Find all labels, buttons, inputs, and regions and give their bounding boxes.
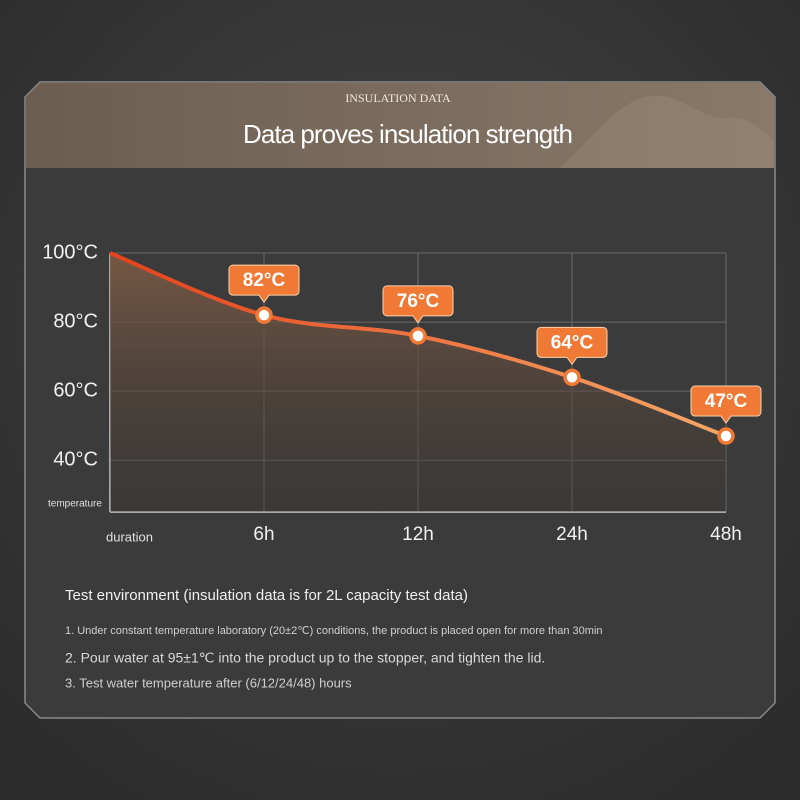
notes-title: Test environment (insulation data is for… — [65, 587, 468, 604]
note-item: 1. Under constant temperature laboratory… — [65, 625, 603, 637]
label-bubble — [536, 326, 608, 366]
header-band — [26, 83, 774, 168]
note-item: 3. Test water temperature after (6/12/24… — [65, 675, 352, 690]
y-tick-label: 60°C — [53, 379, 98, 401]
x-axis-label: duration — [106, 529, 153, 544]
mountain-decoration — [560, 95, 774, 168]
x-tick-label: 48h — [710, 524, 742, 545]
label-bubble — [382, 285, 454, 324]
y-axis-label: temperature — [48, 499, 102, 510]
value-label: 47°C — [705, 391, 748, 412]
x-tick-label: 12h — [402, 524, 434, 545]
plot: 100°C 80°C 60°C 40°C 6h 12h 24h 48h 82°C 76°C 64°C… — [42, 241, 762, 545]
header-title: Data proves insulation strength — [243, 119, 573, 149]
value-label: 82°C — [243, 270, 286, 291]
y-tick-label: 40°C — [53, 448, 98, 470]
eyebrow: INSULATION DATA — [345, 91, 451, 105]
value-label: 76°C — [397, 291, 440, 312]
label-bubble — [228, 264, 300, 304]
point — [717, 427, 735, 445]
x-tick-label: 24h — [556, 524, 588, 545]
note-item: 2. Pour water at 95±1℃ into the product … — [65, 650, 545, 666]
y-tick-label: 100°C — [42, 241, 98, 263]
label-bubble — [690, 385, 762, 424]
point — [409, 327, 427, 345]
x-tick-label: 6h — [253, 524, 274, 545]
point — [255, 306, 273, 324]
value-label: 64°C — [551, 332, 594, 353]
y-tick-label: 80°C — [53, 310, 98, 332]
point — [563, 368, 581, 387]
